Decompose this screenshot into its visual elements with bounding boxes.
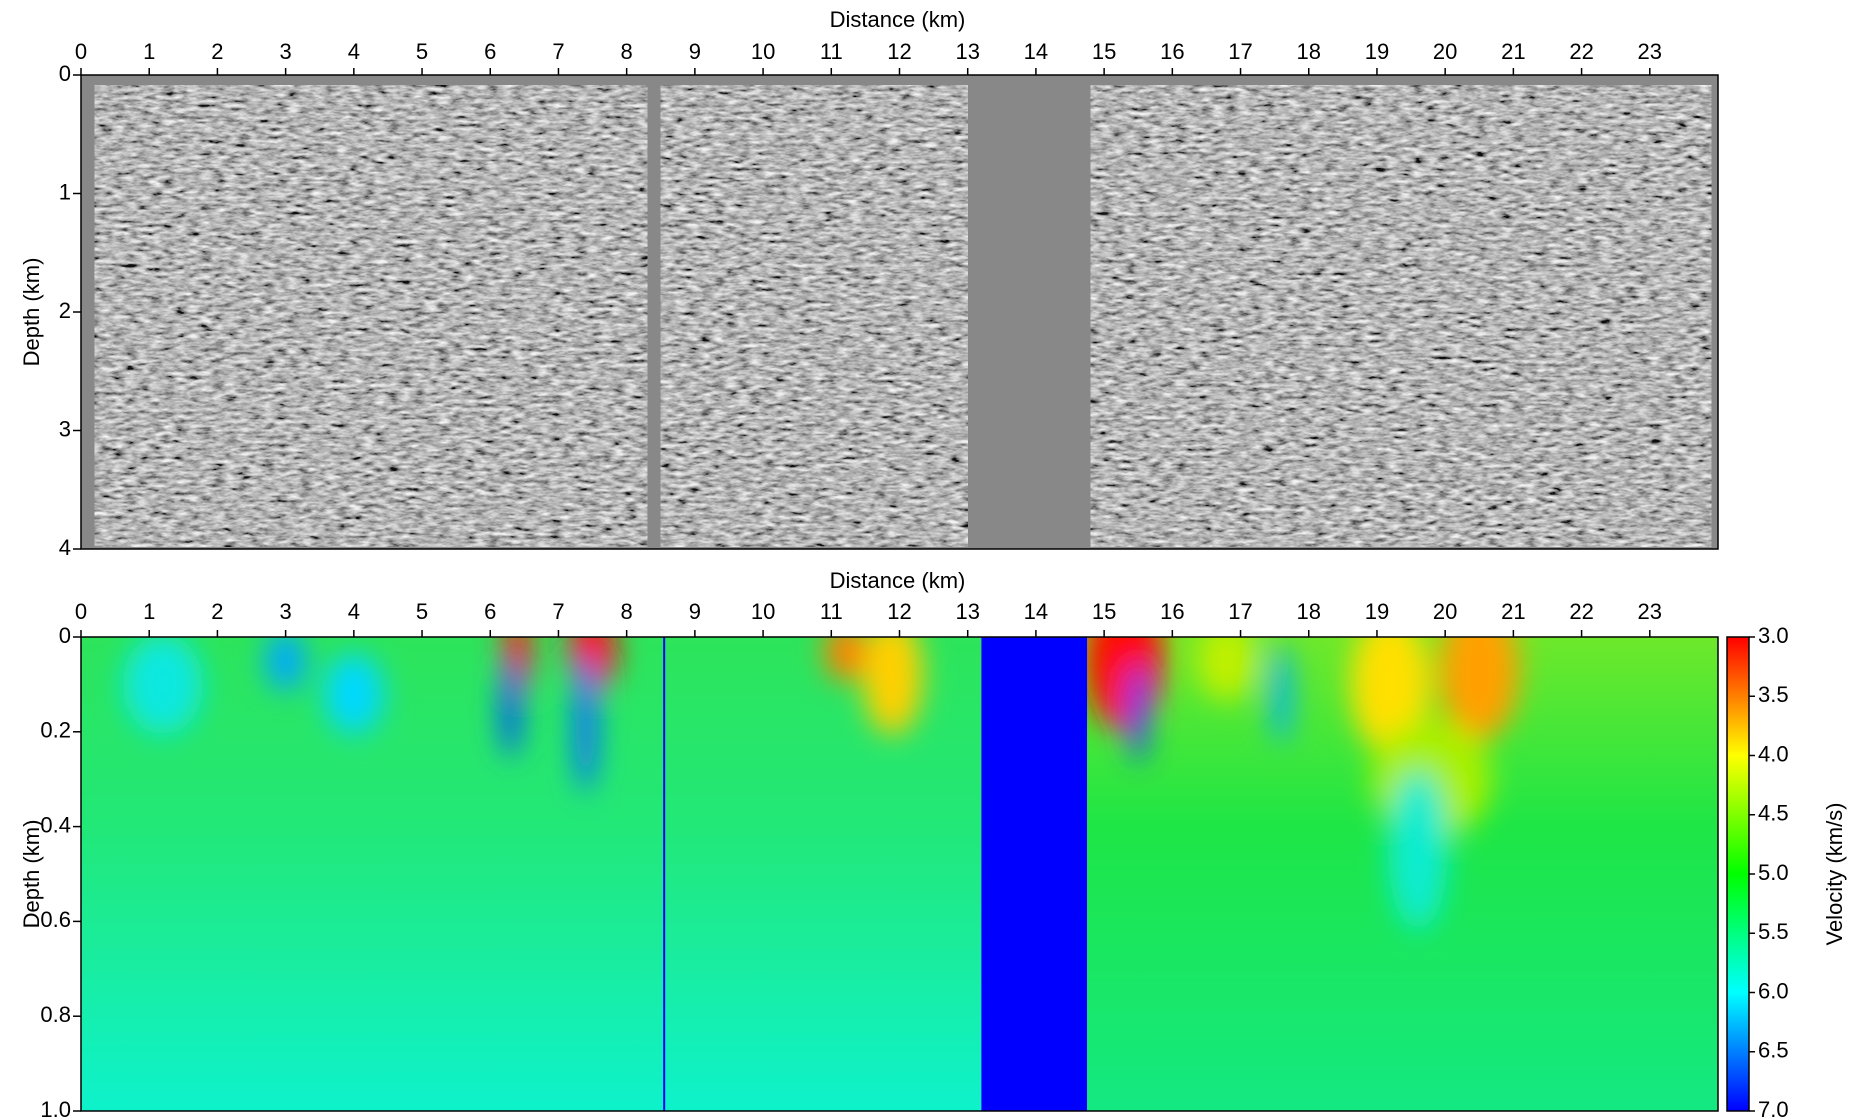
y-axis-title: Depth (km) [19, 820, 44, 929]
x-tick-label: 5 [416, 39, 428, 64]
seismic-texture [94, 85, 648, 547]
x-tick-label: 16 [1160, 599, 1184, 624]
anomaly [323, 653, 384, 734]
y-tick-label: 0 [59, 61, 71, 86]
x-tick-label: 22 [1569, 39, 1593, 64]
x-tick-label: 9 [689, 39, 701, 64]
colorbar-tick-label: 7.0 [1758, 1097, 1789, 1117]
x-tick-label: 8 [621, 39, 633, 64]
colorbar-tick-label: 6.5 [1758, 1038, 1789, 1063]
seismic-texture [660, 85, 968, 547]
colorbar-tick-label: 3.5 [1758, 682, 1789, 707]
x-tick-label: 15 [1092, 39, 1116, 64]
anomaly [573, 652, 598, 793]
y-tick-label: 4 [59, 535, 71, 560]
x-tick-label: 14 [1024, 599, 1048, 624]
x-tick-label: 12 [887, 39, 911, 64]
colorbar-tick-label: 5.0 [1758, 860, 1789, 885]
anomaly [500, 658, 521, 759]
x-tick-label: 13 [955, 39, 979, 64]
x-tick-label: 23 [1638, 39, 1662, 64]
x-tick-label: 20 [1433, 599, 1457, 624]
anomaly [862, 637, 923, 735]
x-tick-label: 13 [955, 599, 979, 624]
x-tick-label: 2 [211, 599, 223, 624]
colorbar-tick-label: 6.0 [1758, 978, 1789, 1003]
x-tick-label: 21 [1501, 599, 1525, 624]
y-axis-title: Depth (km) [19, 258, 44, 367]
x-tick-label: 5 [416, 599, 428, 624]
x-tick-label: 6 [484, 599, 496, 624]
x-tick-label: 18 [1297, 599, 1321, 624]
anomaly [1196, 637, 1257, 701]
x-tick-label: 8 [621, 599, 633, 624]
x-tick-label: 21 [1501, 39, 1525, 64]
x-tick-label: 16 [1160, 39, 1184, 64]
x-tick-label: 11 [820, 599, 843, 624]
seismic-texture [1090, 85, 1712, 547]
y-tick-label: 1.0 [40, 1097, 71, 1117]
gap [981, 637, 1088, 1111]
x-tick-label: 7 [552, 39, 564, 64]
x-tick-label: 1 [143, 599, 155, 624]
x-tick-label: 7 [552, 599, 564, 624]
x-tick-label: 12 [887, 599, 911, 624]
velocity-left [81, 637, 982, 1111]
x-tick-label: 17 [1228, 39, 1252, 64]
colorbar-tick-label: 4.0 [1758, 741, 1789, 766]
x-tick-label: 1 [143, 39, 155, 64]
gap [971, 75, 1091, 549]
x-axis-title: Distance (km) [830, 7, 966, 32]
x-tick-label: 19 [1365, 39, 1389, 64]
anomalies [122, 637, 1520, 931]
y-tick-label: 0.8 [40, 1002, 71, 1027]
anomaly [1439, 637, 1520, 741]
colorbar-tick-label: 5.5 [1758, 919, 1789, 944]
x-tick-label: 14 [1024, 39, 1048, 64]
x-tick-label: 18 [1297, 39, 1321, 64]
velocity-field [81, 637, 1718, 1111]
x-tick-label: 17 [1228, 599, 1252, 624]
colorbar-title: Velocity (km/s) [1822, 802, 1847, 945]
y-tick-label: 1 [59, 179, 71, 204]
colorbar [1726, 636, 1750, 1112]
x-tick-label: 20 [1433, 39, 1457, 64]
y-tick-label: 0.4 [40, 812, 71, 837]
anomaly [1128, 662, 1149, 763]
x-tick-label: 3 [280, 39, 292, 64]
x-tick-label: 19 [1365, 599, 1389, 624]
x-tick-label: 22 [1569, 599, 1593, 624]
y-tick-label: 0 [59, 623, 71, 648]
x-tick-label: 4 [348, 39, 360, 64]
colorbar-tick-label: 4.5 [1758, 801, 1789, 826]
x-tick-label: 11 [820, 39, 843, 64]
anomaly [1271, 643, 1292, 744]
y-tick-label: 0.2 [40, 718, 71, 743]
y-tick-label: 3 [59, 416, 71, 441]
anomaly [1387, 770, 1448, 931]
x-tick-label: 23 [1638, 599, 1662, 624]
x-tick-label: 0 [75, 39, 87, 64]
y-tick-label: 0.6 [40, 907, 71, 932]
x-tick-label: 15 [1092, 599, 1116, 624]
x-tick-label: 3 [280, 599, 292, 624]
x-tick-label: 0 [75, 599, 87, 624]
x-tick-label: 10 [751, 39, 775, 64]
x-tick-label: 6 [484, 39, 496, 64]
x-axis-title: Distance (km) [830, 568, 966, 593]
y-tick-label: 2 [59, 298, 71, 323]
x-tick-label: 4 [348, 599, 360, 624]
anomaly [122, 637, 203, 735]
anomaly [824, 637, 865, 682]
x-tick-label: 10 [751, 599, 775, 624]
x-tick-label: 9 [689, 599, 701, 624]
colorbar-tick-label: 3.0 [1758, 623, 1789, 648]
x-tick-label: 2 [211, 39, 223, 64]
anomaly [265, 637, 306, 691]
